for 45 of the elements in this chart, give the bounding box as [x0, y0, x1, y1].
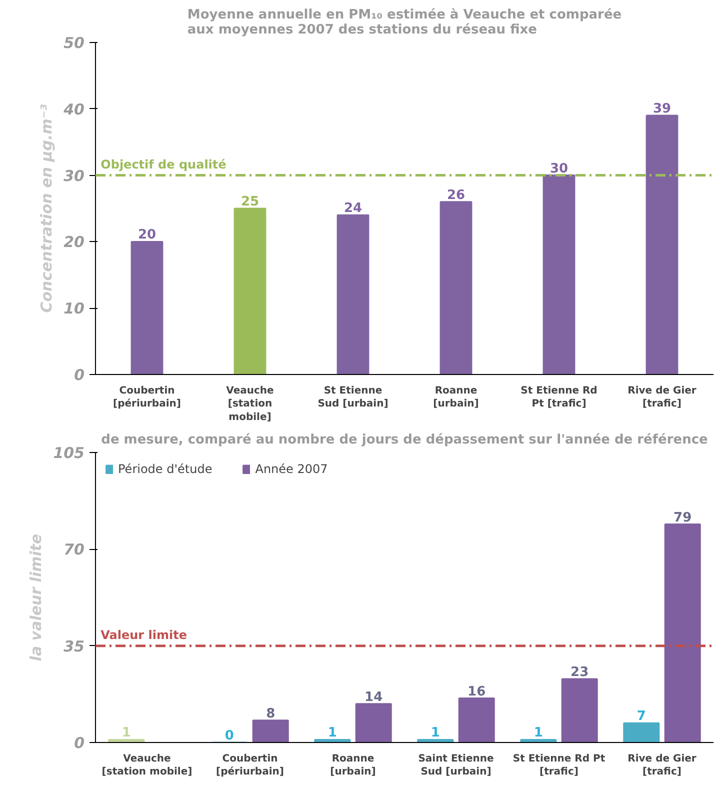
- x-tick-label: Coubertin [périurbain]: [113, 386, 181, 410]
- y-tick-label: 20: [64, 233, 84, 252]
- x-tick-label: Saint Etienne Sud [urbain]: [418, 754, 494, 778]
- data-label: 0: [224, 728, 234, 744]
- y-tick-label: 35: [64, 637, 84, 656]
- x-tick-label: Roanne [urbain]: [330, 754, 376, 778]
- legend-label: Période d'étude: [118, 462, 212, 476]
- x-tick-label: St Etienne Rd Pt [trafic]: [520, 386, 598, 410]
- x-tick-label: St Etienne Rd Pt [trafic]: [512, 754, 606, 778]
- x-tick-label: Roanne [urbain]: [433, 386, 479, 410]
- ref-line-label: Objectif de qualité: [100, 157, 226, 172]
- y-tick-label: 70: [64, 540, 84, 559]
- data-label: 14: [364, 690, 383, 705]
- data-label: 1: [328, 726, 337, 741]
- y-tick-label: 10: [64, 300, 84, 318]
- x-tick-label: Veauche [station mobile]: [226, 386, 274, 423]
- chart-title: Moyenne annuelle en PM₁₀ estimée à Veauche et comparée aux moyennes 2007 des stations du réseau fixe: [187, 8, 622, 38]
- y-tick-label: 105: [53, 444, 84, 462]
- y-tick-label: 0: [74, 734, 84, 752]
- data-label: 24: [344, 201, 362, 216]
- y-tick-label: 40: [62, 100, 84, 118]
- data-label: 79: [674, 510, 692, 526]
- y-tick-label: 50: [64, 34, 84, 52]
- chart-title: de mesure, comparé au nombre de jours de dépassement sur l'année de référence: [101, 432, 708, 448]
- x-tick-label: Veauche [station mobile]: [102, 754, 192, 778]
- data-label: 25: [240, 194, 260, 210]
- data-label: 39: [652, 102, 672, 117]
- x-tick-label: St Etienne Sud [urbain]: [318, 386, 388, 410]
- data-label: 1: [534, 726, 543, 741]
- x-tick-label: Coubertin [périurbain]: [216, 754, 284, 778]
- data-label: 23: [570, 664, 589, 680]
- ref-line-label: Valeur limite: [100, 628, 187, 642]
- data-label: 1: [430, 726, 440, 741]
- data-label: 16: [468, 684, 486, 700]
- data-label: 30: [550, 161, 568, 176]
- legend-label: Année 2007: [255, 462, 328, 476]
- x-tick-label: Rive de Gier [trafic]: [628, 754, 696, 778]
- data-label: 8: [266, 706, 276, 722]
- data-label: 26: [446, 188, 466, 203]
- data-label: 1: [122, 726, 131, 741]
- data-label: 20: [138, 228, 156, 243]
- y-tick-label: 30: [64, 166, 84, 185]
- x-tick-label: Rive de Gier [trafic]: [628, 386, 696, 410]
- y-tick-label: 0: [74, 366, 84, 384]
- data-label: 7: [636, 709, 646, 724]
